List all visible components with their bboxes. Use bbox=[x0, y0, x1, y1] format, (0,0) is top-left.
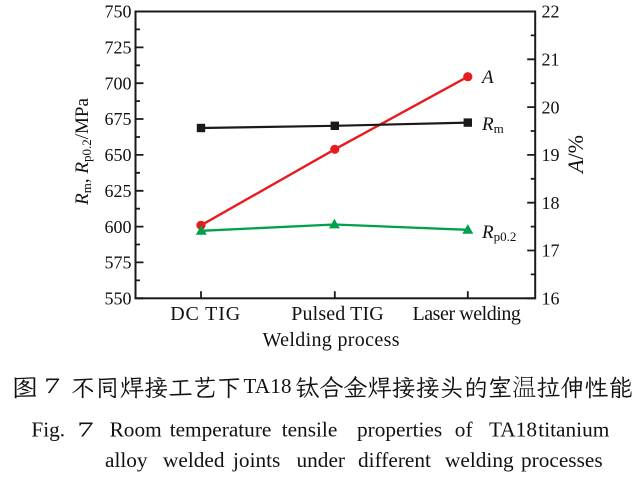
svg-text:675: 675 bbox=[105, 109, 132, 129]
svg-text:625: 625 bbox=[105, 181, 132, 201]
svg-text:600: 600 bbox=[105, 217, 132, 237]
svg-text:20: 20 bbox=[542, 97, 560, 117]
svg-text:under: under bbox=[297, 448, 346, 472]
svg-text:750: 750 bbox=[105, 2, 132, 22]
svg-text:alloy: alloy bbox=[105, 448, 148, 472]
svg-text:575: 575 bbox=[105, 253, 132, 273]
svg-text:Rm, Rp0.2/MPa: Rm, Rp0.2/MPa bbox=[72, 98, 94, 206]
svg-text:Room: Room bbox=[110, 418, 163, 442]
svg-text:700: 700 bbox=[105, 73, 132, 93]
svg-text:7: 7 bbox=[77, 418, 94, 442]
svg-text:A/%: A/% bbox=[563, 135, 588, 175]
svg-text:DC TIG: DC TIG bbox=[170, 303, 240, 325]
svg-text:Rp0.2: Rp0.2 bbox=[481, 222, 516, 244]
svg-text:titanium: titanium bbox=[538, 418, 609, 442]
svg-text:Rm: Rm bbox=[481, 114, 504, 136]
svg-text:processes: processes bbox=[521, 448, 603, 472]
svg-text:Fig.: Fig. bbox=[31, 418, 65, 442]
svg-text:17: 17 bbox=[542, 241, 560, 261]
svg-text:welded: welded bbox=[163, 448, 225, 472]
svg-text:TA18: TA18 bbox=[244, 374, 292, 398]
svg-text:18: 18 bbox=[542, 193, 560, 213]
svg-text:7: 7 bbox=[44, 373, 60, 398]
svg-text:16: 16 bbox=[542, 289, 560, 309]
svg-text:21: 21 bbox=[542, 50, 560, 70]
svg-text:22: 22 bbox=[542, 2, 560, 22]
svg-text:temperature: temperature bbox=[170, 418, 272, 442]
svg-text:650: 650 bbox=[105, 145, 132, 165]
svg-text:550: 550 bbox=[105, 289, 132, 309]
svg-text:tensile: tensile bbox=[282, 418, 338, 442]
svg-text:welding: welding bbox=[445, 448, 514, 472]
svg-text:different: different bbox=[358, 448, 431, 472]
svg-text:19: 19 bbox=[542, 145, 560, 165]
svg-text:Pulsed TIG: Pulsed TIG bbox=[291, 303, 384, 325]
svg-text:725: 725 bbox=[105, 38, 132, 58]
svg-text:TA18: TA18 bbox=[489, 418, 537, 442]
svg-text:Welding process: Welding process bbox=[263, 329, 400, 351]
svg-text:joints: joints bbox=[232, 448, 280, 472]
svg-text:of: of bbox=[455, 418, 474, 442]
svg-text:A: A bbox=[480, 67, 494, 88]
svg-text:properties: properties bbox=[357, 418, 442, 442]
svg-text:Laser welding: Laser welding bbox=[413, 303, 521, 325]
